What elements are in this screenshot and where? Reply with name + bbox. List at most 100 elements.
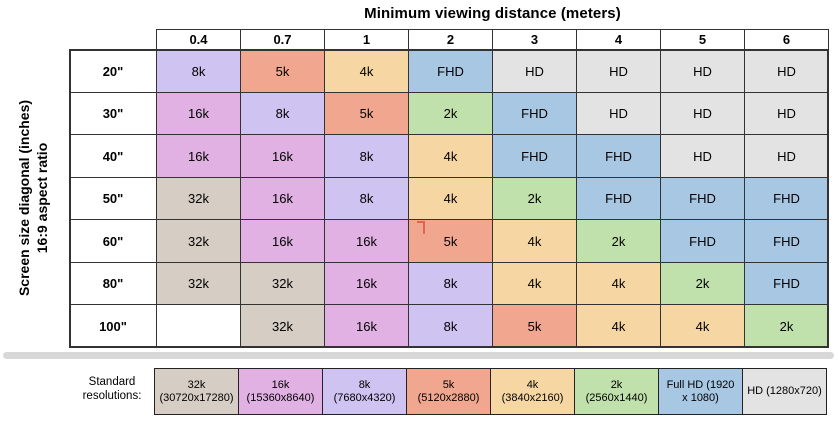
legend-label-line2: resolutions: <box>82 390 142 402</box>
cell-50in-0.4m: 32k <box>156 177 241 220</box>
col-header-5m: 5 <box>660 29 745 50</box>
legend-item-8k: 8k (7680x4320) <box>322 368 407 415</box>
col-header-4m: 4 <box>576 29 661 50</box>
cell-30in-4m: HD <box>576 92 661 135</box>
legend-item-line2: (2560x1440) <box>585 391 648 404</box>
cell-40in-2m: 4k <box>408 134 493 178</box>
legend-item-4k: 4k (3840x2160) <box>490 368 575 415</box>
row-header-30in: 30" <box>69 92 157 135</box>
y-axis-label-line2: 16:9 aspect ratio <box>34 142 50 254</box>
legend-item-line1: Full HD (1920 <box>666 378 735 391</box>
legend-item-HD: HD (1280x720) <box>742 368 827 415</box>
cell-30in-2m: 2k <box>408 92 493 135</box>
legend-item-2k: 2k (2560x1440) <box>574 368 659 415</box>
cell-30in-5m: HD <box>660 92 745 135</box>
cell-50in-1m: 8k <box>324 177 409 220</box>
cell-50in-6m: FHD <box>744 177 829 220</box>
cell-100in-0.7m: 32k <box>240 304 325 348</box>
cell-80in-4m: 4k <box>576 262 661 305</box>
cell-80in-0.4m: 32k <box>156 262 241 305</box>
cell-60in-3m: 4k <box>492 219 577 263</box>
cell-20in-0.7m: 5k <box>240 49 325 93</box>
cell-30in-3m: FHD <box>492 92 577 135</box>
col-header-6m: 6 <box>744 29 829 50</box>
legend-item-line2: (30720x17280) <box>159 391 234 404</box>
legend-swatches: 32k (30720x17280) 16k (15360x8640) 8k (7680x4… <box>154 368 827 415</box>
legend-item-FHD: Full HD (1920 x 1080) <box>658 368 743 415</box>
cell-50in-0.7m: 16k <box>240 177 325 220</box>
cell-20in-1m: 4k <box>324 49 409 93</box>
cell-100in-6m: 2k <box>744 304 829 348</box>
col-header-3m: 3 <box>492 29 577 50</box>
cell-30in-6m: HD <box>744 92 829 135</box>
legend-item-line1: 32k <box>187 378 206 391</box>
cell-60in-1m: 16k <box>324 219 409 263</box>
legend-item-32k: 32k (30720x17280) <box>154 368 239 415</box>
cell-20in-4m: HD <box>576 49 661 93</box>
row-header-50in: 50" <box>69 177 157 220</box>
legend-label-line1: Standard <box>88 376 136 388</box>
legend-item-line2: (7680x4320) <box>333 391 396 404</box>
cell-50in-3m: 2k <box>492 177 577 220</box>
cell-80in-2m: 8k <box>408 262 493 305</box>
cell-50in-5m: FHD <box>660 177 745 220</box>
cell-20in-6m: HD <box>744 49 829 93</box>
cell-60in-0.7m: 16k <box>240 219 325 263</box>
cell-100in-4m: 4k <box>576 304 661 348</box>
cell-40in-5m: HD <box>660 134 745 178</box>
cell-60in-0.4m: 32k <box>156 219 241 263</box>
col-header-0.4m: 0.4 <box>156 29 241 50</box>
legend-item-line1: 5k <box>442 378 455 391</box>
legend-item-line2: x 1080) <box>682 391 719 404</box>
cell-100in-5m: 4k <box>660 304 745 348</box>
cell-40in-3m: FHD <box>492 134 577 178</box>
row-header-40in: 40" <box>69 134 157 178</box>
row-header-60in: 60" <box>69 219 157 263</box>
cell-80in-0.7m: 32k <box>240 262 325 305</box>
cell-40in-0.7m: 16k <box>240 134 325 178</box>
cell-40in-6m: HD <box>744 134 829 178</box>
cell-20in-3m: HD <box>492 49 577 93</box>
red-mark-artifact <box>417 221 425 234</box>
cell-40in-4m: FHD <box>576 134 661 178</box>
cell-80in-6m: FHD <box>744 262 829 305</box>
legend-item-line1: 4k <box>526 378 539 391</box>
row-header-80in: 80" <box>69 262 157 305</box>
legend-item-line1: 16k <box>271 378 290 391</box>
legend-item-line1: 8k <box>358 378 371 391</box>
cell-100in-0.4m <box>156 304 241 348</box>
col-header-1m: 1 <box>324 29 409 50</box>
cell-100in-1m: 16k <box>324 304 409 348</box>
legend-item-16k: 16k (15360x8640) <box>238 368 323 415</box>
y-axis-label: Screen size diagonal (inches) 16:9 aspec… <box>0 49 66 347</box>
cell-50in-4m: FHD <box>576 177 661 220</box>
cell-60in-6m: FHD <box>744 219 829 263</box>
legend-item-line2: (3840x2160) <box>501 391 564 404</box>
cell-80in-5m: 2k <box>660 262 745 305</box>
cell-40in-0.4m: 16k <box>156 134 241 178</box>
legend-item-line1: 2k <box>610 378 623 391</box>
row-header-20in: 20" <box>69 49 157 93</box>
y-axis-label-line1: Screen size diagonal (inches) <box>16 99 32 297</box>
legend-label: Standard resolutions: <box>57 375 167 403</box>
cell-30in-0.7m: 8k <box>240 92 325 135</box>
cell-80in-1m: 16k <box>324 262 409 305</box>
legend-item-line1: HD (1280x720) <box>747 385 822 397</box>
cell-30in-1m: 5k <box>324 92 409 135</box>
cell-60in-4m: 2k <box>576 219 661 263</box>
divider-bar <box>3 352 834 359</box>
cell-50in-2m: 4k <box>408 177 493 220</box>
row-header-100in: 100" <box>69 304 157 348</box>
legend-item-line2: (15360x8640) <box>246 391 315 404</box>
chart-title: Minimum viewing distance (meters) <box>364 5 621 22</box>
cell-20in-2m: FHD <box>408 49 493 93</box>
col-header-2m: 2 <box>408 29 493 50</box>
cell-100in-2m: 8k <box>408 304 493 348</box>
cell-20in-5m: HD <box>660 49 745 93</box>
cell-80in-3m: 4k <box>492 262 577 305</box>
legend-item-line2: (5120x2880) <box>417 391 480 404</box>
cell-100in-3m: 5k <box>492 304 577 348</box>
legend-item-5k: 5k (5120x2880) <box>406 368 491 415</box>
cell-40in-1m: 8k <box>324 134 409 178</box>
